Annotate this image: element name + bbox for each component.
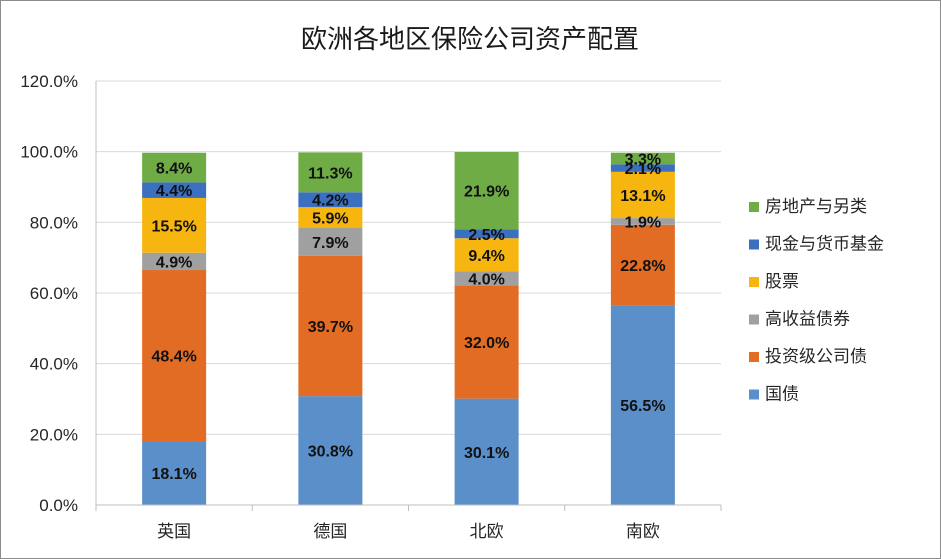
- legend-swatch: [749, 352, 759, 362]
- bar-segment: [142, 441, 207, 505]
- legend-label: 股票: [765, 272, 799, 292]
- data-label: 2.1%: [625, 161, 661, 178]
- bar-segment: [454, 152, 519, 230]
- y-tick-label: 60.0%: [30, 284, 78, 303]
- bar-segment: [454, 238, 519, 272]
- bar-segment: [142, 182, 207, 198]
- data-label: 11.3%: [308, 165, 352, 182]
- legend-swatch: [749, 239, 759, 250]
- data-label: 15.5%: [151, 218, 196, 235]
- bar-segment: [298, 152, 363, 193]
- data-label: 9.4%: [468, 248, 504, 265]
- legend-label: 现金与货币基金: [765, 235, 884, 255]
- data-label: 5.9%: [312, 211, 348, 228]
- data-label: 22.8%: [620, 258, 665, 275]
- legend-swatch: [749, 389, 759, 400]
- bar-segment: [454, 229, 519, 239]
- legend-swatch: [749, 202, 759, 212]
- legend-label: 国债: [765, 385, 799, 405]
- bar-segment: [142, 152, 207, 183]
- y-tick-label: 80.0%: [30, 213, 78, 232]
- x-category-label: 英国: [157, 522, 191, 542]
- data-label: 2.5%: [468, 227, 504, 244]
- data-label: 13.1%: [620, 188, 665, 205]
- data-label: 21.9%: [464, 184, 509, 201]
- data-label: 3.3%: [625, 152, 661, 169]
- y-tick-label: 20.0%: [30, 425, 78, 444]
- legend-label: 房地产与另类: [765, 197, 867, 217]
- bar-segment: [610, 305, 675, 505]
- bars-layer: [142, 152, 675, 505]
- y-tick-label: 0.0%: [39, 496, 78, 515]
- bar-segment: [298, 396, 363, 505]
- bar-segment: [298, 192, 363, 208]
- data-label: 7.9%: [312, 235, 348, 252]
- data-label: 4.4%: [156, 183, 192, 200]
- bar-segment: [610, 218, 675, 225]
- axis-layer: 0.0% 20.0% 40.0% 60.0% 80.0% 100.0% 120.0% 英国 德国…: [20, 72, 722, 542]
- bar-segment: [610, 171, 675, 219]
- x-category-label: 北欧: [470, 522, 504, 542]
- bar-segment: [454, 398, 519, 505]
- bar-segment: [298, 207, 363, 228]
- legend-label: 高收益债券: [765, 310, 850, 330]
- data-label: 18.1%: [151, 466, 196, 483]
- bar-segment: [610, 152, 675, 165]
- data-label: 8.4%: [156, 161, 192, 178]
- data-label: 32.0%: [464, 335, 509, 352]
- bar-segment: [454, 285, 519, 399]
- data-label: 39.7%: [308, 319, 353, 336]
- labels-layer: 18.1% 48.4% 4.9% 15.5% 4.4% 8.4% 30.8% 39.7% 7.9…: [151, 152, 665, 483]
- data-label: 4.0%: [468, 272, 504, 289]
- bar-segment: [142, 197, 207, 253]
- bar-segment: [610, 224, 675, 306]
- data-label: 4.9%: [156, 254, 192, 271]
- legend-label: 投资级公司债: [765, 347, 867, 367]
- y-tick-label: 40.0%: [30, 355, 78, 374]
- bar-segment: [610, 164, 675, 172]
- bar-segment: [142, 270, 207, 442]
- x-category-label: 德国: [313, 522, 347, 542]
- bar-segment: [298, 255, 363, 397]
- bar-segment: [454, 271, 519, 286]
- bar-segment: [298, 227, 363, 256]
- bar-segment: [142, 252, 207, 271]
- legend-swatch: [749, 277, 759, 287]
- chart-title: 欧洲各地区保险公司资产配置: [301, 25, 639, 55]
- data-label: 4.2%: [312, 193, 348, 210]
- x-category-label: 南欧: [626, 522, 660, 542]
- legend-swatch: [749, 314, 759, 325]
- data-label: 56.5%: [620, 398, 665, 415]
- y-tick-label: 120.0%: [20, 72, 78, 91]
- data-label: 48.4%: [151, 349, 196, 366]
- data-label: 30.1%: [464, 445, 509, 462]
- data-label: 1.9%: [625, 214, 661, 231]
- data-label: 30.8%: [308, 444, 353, 461]
- y-tick-label: 100.0%: [20, 143, 78, 162]
